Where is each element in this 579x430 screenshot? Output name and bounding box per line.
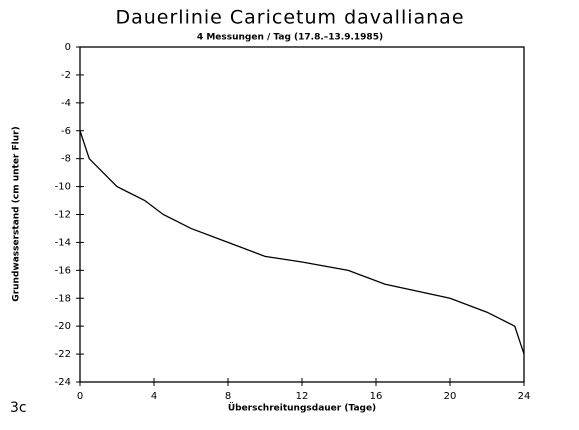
y-tick-label: -18 [55, 293, 71, 304]
y-tick-label: -20 [55, 321, 71, 332]
x-axis-label: Überschreitungsdauer (Tage) [228, 403, 376, 414]
y-tick-label: -10 [55, 182, 71, 193]
plot-frame [79, 46, 525, 383]
x-tick-label: 0 [77, 391, 83, 402]
y-tick-label: -6 [61, 126, 71, 137]
y-tick-label: -8 [61, 154, 71, 165]
figure-label: 3c [10, 400, 27, 416]
x-tick-label: 4 [151, 391, 157, 402]
y-tick-label: -12 [55, 210, 71, 221]
chart-subtitle: 4 Messungen / Tag (17.8.–13.9.1985) [197, 33, 383, 43]
x-tick-label: 24 [518, 391, 531, 402]
y-axis-label: Grundwasserstand (cm unter Flur) [12, 126, 22, 301]
x-tick-label: 8 [225, 391, 231, 402]
y-tick-label: -16 [55, 265, 71, 276]
x-tick-label: 12 [296, 391, 309, 402]
y-tick-label: -22 [55, 349, 71, 360]
data-line [79, 130, 525, 355]
y-tick-label: -4 [61, 98, 71, 109]
x-tick-label: 16 [370, 391, 383, 402]
y-tick-label: -2 [61, 70, 71, 81]
chart-title: Dauerlinie Caricetum davallianae [115, 7, 464, 29]
x-tick-label: 20 [444, 391, 457, 402]
y-tick-label: -24 [55, 377, 71, 388]
y-tick-label: -14 [55, 237, 71, 248]
y-tick-label: 0 [65, 42, 71, 53]
